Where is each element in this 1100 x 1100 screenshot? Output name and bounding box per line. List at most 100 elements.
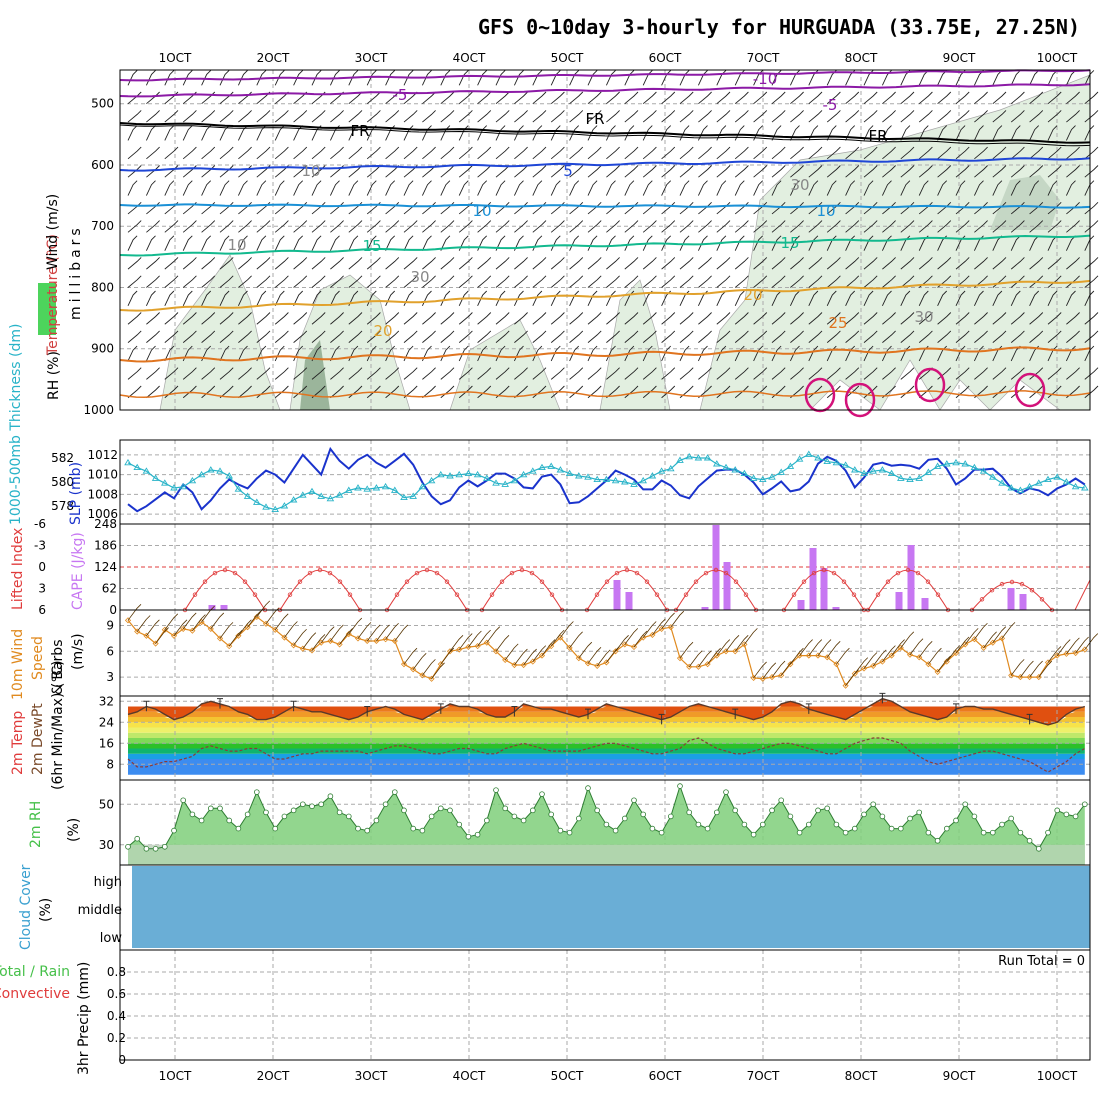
wind-barb [882,110,896,123]
wind-speed-marker [456,646,463,653]
thickness-marker [1007,484,1015,491]
wind-barb [182,385,197,399]
x-tick-top-4OCT: 4OCT [453,51,486,65]
wind-barb [955,257,970,270]
wind10m-barb [808,639,823,656]
wind-barb [808,367,823,380]
thickness-marker [483,474,491,481]
wind10m-barb [974,622,988,640]
wind-barb [900,220,915,233]
thickness-marker [602,475,611,483]
temp-band [128,753,1085,759]
wind10m-barb [790,647,804,665]
wind-speed-marker [621,641,628,648]
wind-barb [385,110,400,123]
wind-barb [771,330,786,343]
li-marker [713,567,719,573]
wind-barb [495,290,506,307]
wind-barb [1066,312,1080,325]
wind-barb [164,235,175,251]
wind-barb [164,70,175,86]
wind-barb [587,290,598,307]
rh-marker [649,825,656,832]
pressure-tick-500: 500 [91,97,114,111]
wind-barb [974,165,988,178]
isotherm-20 [119,279,1091,312]
wind-barb [532,367,547,380]
thickness-marker [869,467,877,474]
li-marker [394,592,400,597]
wind-barb [826,257,841,270]
wind-barb [918,165,933,178]
wind-barb [219,125,230,141]
slp-label: SLP (mb) [68,462,84,525]
wind-speed-marker [354,635,362,642]
wind-tick-6: 6 [106,644,114,658]
rh-marker [511,813,518,820]
wind-barb [863,275,878,288]
wind10m-barb [744,628,758,645]
wind-barb [881,290,892,307]
wind-barb [532,70,543,86]
wind-barb [330,312,344,325]
wind-barb [900,165,915,178]
rh-marker [989,829,996,836]
wind-barb [992,220,1007,233]
wind-barb [845,220,860,233]
wind-barb [550,165,565,178]
wind-barb [863,367,878,380]
wind-barb [1029,180,1040,196]
wind-barb [366,220,381,233]
wind-barb [605,345,616,362]
thickness-marker [685,452,693,460]
wind-barb [219,235,230,251]
isotherm-label-20: 20 [743,286,762,304]
wind-barb [624,312,639,325]
slp-tick-1012: 1012 [87,448,118,462]
wind-barb [845,180,856,196]
wind-barb [808,312,823,325]
wind-barb [716,220,731,233]
wind-barb [569,165,584,178]
wind-barb [293,180,304,196]
cape-bar [820,568,828,610]
thickness-marker [1053,473,1061,480]
wind-barb [900,146,915,160]
wind-barb [201,290,212,307]
wind-speed-marker [318,639,325,646]
wind-barb [127,257,142,270]
thickness-marker [437,470,445,478]
thickness-marker [161,479,169,486]
rh-marker [566,829,573,836]
wind-speed-marker [906,651,914,658]
wind-barb [881,345,892,362]
wind-barb [771,235,782,251]
wind-barb [311,257,326,270]
wind-barb [385,330,400,343]
cloud-level-high: high [94,875,122,890]
wind-barb [495,275,510,288]
wind-speed-marker [308,647,316,654]
wind-barb [458,330,473,343]
wind-barb [219,180,230,196]
wind-barb [550,91,565,105]
wind-speed-marker [272,626,279,633]
li-marker [327,570,333,576]
wind-barb [146,220,160,233]
wind-barb [753,110,768,123]
rh-marker [189,811,196,818]
wind-barb [992,125,1003,141]
wind-barb [403,110,418,123]
wind-speed-marker [161,626,168,633]
li-marker [529,570,535,576]
rh-legend-swatch [38,283,56,335]
wind-speed-marker [824,654,831,661]
li-marker [317,567,323,573]
wind-barb [882,367,896,380]
rh-marker [1017,829,1024,836]
wind-barb [1047,110,1062,123]
wind-barb [679,345,690,362]
wind-barb [219,385,234,399]
wind-barb [606,220,620,233]
wind-speed-marker [594,662,601,669]
